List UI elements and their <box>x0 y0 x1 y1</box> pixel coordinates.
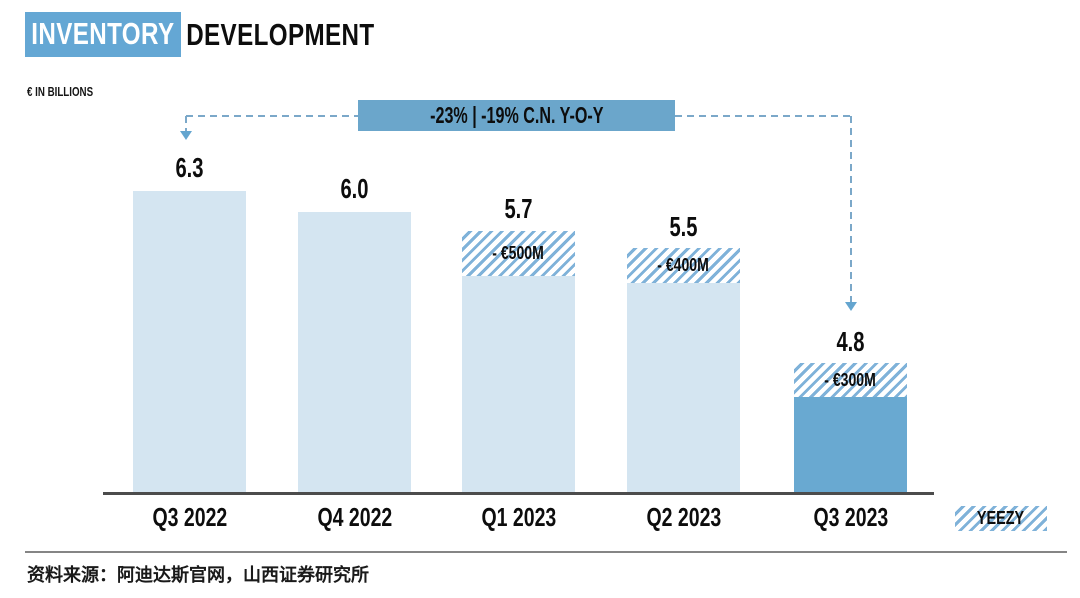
bar-q4-2022 <box>298 212 411 493</box>
down-arrow-icon <box>845 302 857 311</box>
axis-unit-label: € IN BILLIONS <box>27 84 94 99</box>
x-axis-label-q3-2022: Q3 2022 <box>152 502 227 532</box>
x-axis-label-q4-2022: Q4 2022 <box>317 502 392 532</box>
dashed-connector-left <box>186 115 358 117</box>
bar-value-label-q3-2023: 4.8 <box>836 326 865 357</box>
bar-body <box>627 283 740 493</box>
bar-q3-2022 <box>133 191 246 493</box>
bar-body <box>462 276 575 493</box>
title-plain-word: DEVELOPMENT <box>186 16 375 52</box>
yoy-annotation-text: -23% | -19% C.N. Y-O-Y <box>429 102 604 128</box>
bar-q2-2023: - €400M <box>627 248 740 493</box>
legend-yeezy: YEEZY <box>955 506 1047 531</box>
down-arrow-icon <box>180 131 192 140</box>
yeezy-segment-label: - €500M <box>492 243 545 263</box>
x-axis-label-q1-2023: Q1 2023 <box>481 502 556 532</box>
x-axis-label-q2-2023: Q2 2023 <box>646 502 721 532</box>
bar-q3-2023: - €300M <box>794 363 907 493</box>
yeezy-segment-label: - €300M <box>824 369 877 390</box>
bar-value-label-q2-2023: 5.5 <box>669 211 698 242</box>
bar-value-label-q3-2022: 6.3 <box>175 152 204 183</box>
bar-value-label-q1-2023: 5.7 <box>504 193 533 224</box>
source-note: 资料来源：阿迪达斯官网，山西证券研究所 <box>27 565 369 585</box>
yeezy-hatched-segment: - €400M <box>627 248 740 283</box>
x-axis-line <box>103 492 934 495</box>
yoy-annotation-banner: -23% | -19% C.N. Y-O-Y <box>358 100 675 131</box>
footer-divider <box>25 551 1067 553</box>
yeezy-segment-label: - €400M <box>657 255 710 275</box>
bar-value-label-q4-2022: 6.0 <box>340 173 369 204</box>
legend-yeezy-label: YEEZY <box>977 508 1025 528</box>
dashed-connector-left-drop <box>185 116 187 132</box>
bar-body-highlighted <box>794 397 907 493</box>
yeezy-hatched-segment: - €500M <box>462 231 575 276</box>
bar-q1-2023: - €500M <box>462 231 575 493</box>
x-axis-label-q3-2023: Q3 2023 <box>813 502 888 532</box>
dashed-connector-right <box>675 115 851 117</box>
dashed-connector-right-drop <box>850 116 852 303</box>
page-title: INVENTORY DEVELOPMENT <box>25 12 375 57</box>
title-highlighted-word: INVENTORY <box>25 12 181 57</box>
yeezy-hatched-segment: - €300M <box>794 363 907 397</box>
